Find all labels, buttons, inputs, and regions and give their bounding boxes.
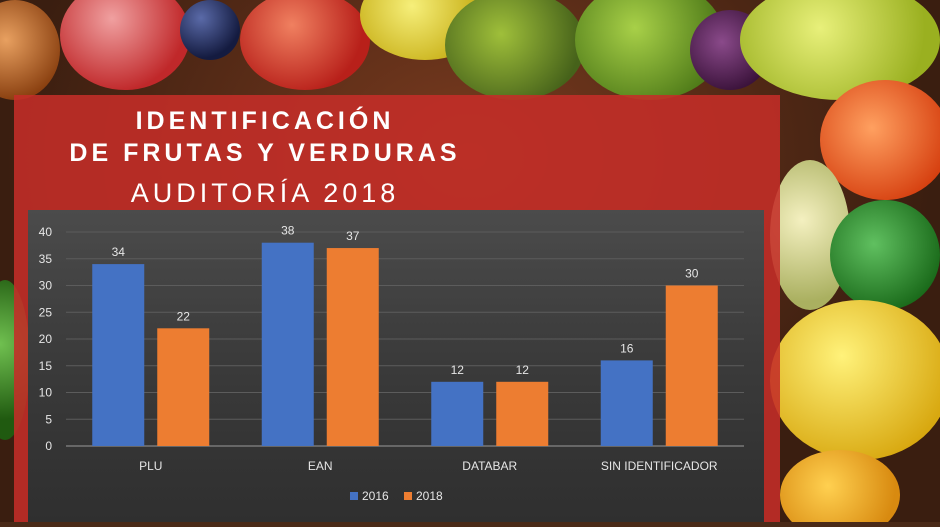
bar-2016 (92, 264, 145, 446)
page-title: IDENTIFICACIÓN DE FRUTAS Y VERDURAS (0, 105, 530, 169)
data-label: 34 (112, 245, 126, 259)
bar-2018 (496, 381, 549, 446)
title-line-2: DE FRUTAS Y VERDURAS (69, 139, 461, 167)
title-line-1: IDENTIFICACIÓN (135, 107, 395, 135)
y-tick-label: 5 (45, 412, 52, 426)
legend-label-2018: 2018 (416, 489, 443, 503)
x-tick-label: PLU (139, 459, 162, 473)
y-tick-label: 35 (39, 252, 53, 266)
y-tick-label: 10 (39, 386, 53, 400)
page-subtitle: AUDITORÍA 2018 (130, 178, 400, 208)
y-tick-label: 25 (39, 305, 53, 319)
bar-2016 (431, 381, 484, 446)
data-label: 22 (177, 309, 191, 323)
x-tick-label: DATABAR (462, 459, 517, 473)
bar-chart-svg: 0 5 10 15 20 25 30 35 40 34 22 PLU 38 37 EAN 12 12 DATABA… (39, 224, 744, 503)
data-label: 38 (281, 224, 295, 238)
y-tick-label: 0 (45, 439, 52, 453)
y-tick-label: 15 (39, 359, 53, 373)
data-label: 12 (451, 363, 465, 377)
legend-swatch-2016 (350, 492, 358, 500)
data-label: 30 (685, 267, 699, 281)
x-tick-label: EAN (308, 459, 333, 473)
bar-2016 (600, 360, 653, 446)
y-tick-label: 30 (39, 279, 53, 293)
data-label: 37 (346, 229, 360, 243)
x-tick-label: SIN IDENTIFICADOR (601, 459, 718, 473)
legend-label-2016: 2016 (362, 489, 389, 503)
bar-chart: 0 5 10 15 20 25 30 35 40 34 22 PLU 38 37 EAN 12 12 DATABA… (28, 210, 764, 522)
y-tick-label: 40 (39, 225, 53, 239)
data-label: 12 (516, 363, 530, 377)
legend-swatch-2018 (404, 492, 412, 500)
bar-2018 (326, 248, 379, 446)
bar-2018 (157, 328, 210, 446)
y-tick-label: 20 (39, 332, 53, 346)
bar-2016 (261, 242, 314, 446)
bar-2018 (665, 285, 718, 446)
data-label: 16 (620, 341, 634, 355)
